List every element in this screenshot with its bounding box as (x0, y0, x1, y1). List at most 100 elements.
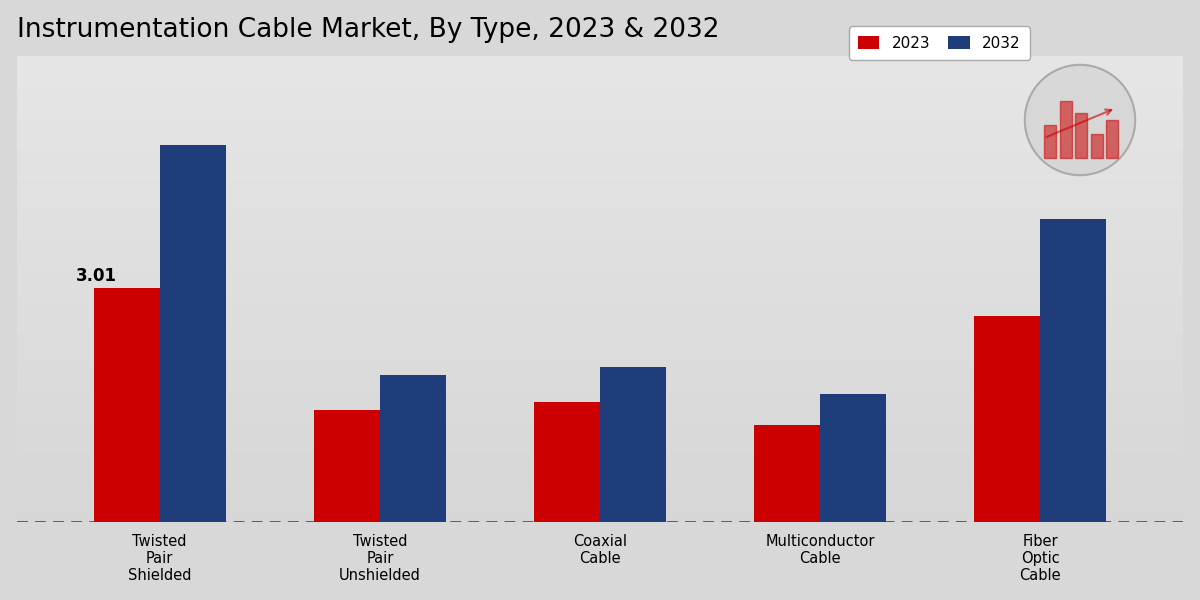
Bar (17, 252, 1183, 254)
Bar (17, 424, 1183, 427)
Bar (17, 115, 1183, 117)
Bar (17, 389, 1183, 392)
Bar (17, 296, 1183, 299)
Bar (17, 471, 1183, 473)
Circle shape (1025, 65, 1135, 175)
Bar (17, 103, 1183, 105)
Bar (17, 231, 1183, 233)
Bar (754, 425, 820, 523)
Bar (17, 136, 1183, 138)
Bar (314, 410, 380, 523)
Bar (17, 58, 1183, 61)
Bar (17, 473, 1183, 476)
Bar (17, 422, 1183, 424)
Bar (17, 362, 1183, 364)
Bar (17, 490, 1183, 492)
Bar (17, 161, 1183, 163)
Text: 3.01: 3.01 (76, 268, 116, 286)
Bar (17, 399, 1183, 401)
Bar (17, 245, 1183, 247)
Bar (1044, 125, 1056, 158)
Bar (17, 441, 1183, 443)
Bar (17, 215, 1183, 217)
Bar (17, 194, 1183, 196)
Bar (17, 506, 1183, 508)
Bar (17, 91, 1183, 94)
Bar (17, 518, 1183, 520)
Bar (17, 448, 1183, 450)
Bar (17, 282, 1183, 284)
Bar (17, 168, 1183, 170)
Bar (17, 350, 1183, 352)
Bar (17, 464, 1183, 466)
Bar (17, 86, 1183, 89)
Bar (17, 450, 1183, 452)
Bar (17, 352, 1183, 355)
Bar (17, 217, 1183, 220)
Bar (17, 82, 1183, 84)
Bar (17, 431, 1183, 434)
Bar (17, 273, 1183, 275)
Bar (17, 392, 1183, 394)
Bar (17, 128, 1183, 131)
Bar (94, 289, 160, 523)
Bar (17, 196, 1183, 199)
Bar (17, 401, 1183, 404)
Bar (17, 357, 1183, 359)
Bar (17, 305, 1183, 308)
Bar (17, 317, 1183, 320)
Bar (17, 149, 1183, 152)
Bar (17, 221, 1183, 224)
Bar (17, 494, 1183, 497)
Bar (17, 271, 1183, 273)
Bar (17, 478, 1183, 481)
Bar (17, 266, 1183, 268)
Bar (17, 110, 1183, 112)
Bar (17, 65, 1183, 68)
Bar (17, 94, 1183, 96)
Bar (17, 326, 1183, 329)
Bar (17, 187, 1183, 189)
Bar (17, 238, 1183, 241)
Bar (17, 242, 1183, 245)
Bar (17, 73, 1183, 75)
Bar (17, 117, 1183, 119)
Bar (17, 158, 1183, 161)
Bar (1060, 101, 1072, 158)
Bar (17, 303, 1183, 305)
Bar (17, 261, 1183, 263)
Bar (17, 257, 1183, 259)
Bar (17, 105, 1183, 107)
Bar (17, 182, 1183, 184)
Bar (17, 178, 1183, 179)
Bar (17, 68, 1183, 70)
Bar (17, 157, 1183, 158)
Bar (17, 241, 1183, 242)
Bar (17, 313, 1183, 315)
Bar (17, 368, 1183, 371)
Bar (17, 341, 1183, 343)
Bar (17, 466, 1183, 469)
Bar (17, 383, 1183, 385)
Bar (534, 402, 600, 523)
Bar (17, 366, 1183, 368)
Bar (17, 142, 1183, 145)
Bar (17, 299, 1183, 301)
Bar (17, 98, 1183, 100)
Bar (17, 166, 1183, 168)
Bar (17, 378, 1183, 380)
Bar (17, 173, 1183, 175)
Bar (17, 189, 1183, 191)
Bar (17, 236, 1183, 238)
Bar (17, 320, 1183, 322)
Bar (1091, 134, 1103, 158)
Bar (17, 499, 1183, 502)
Bar (17, 63, 1183, 65)
Bar (17, 119, 1183, 121)
Bar (17, 476, 1183, 478)
Bar (17, 420, 1183, 422)
Bar (17, 511, 1183, 513)
Bar (17, 131, 1183, 133)
Bar (17, 371, 1183, 373)
Bar (17, 133, 1183, 136)
